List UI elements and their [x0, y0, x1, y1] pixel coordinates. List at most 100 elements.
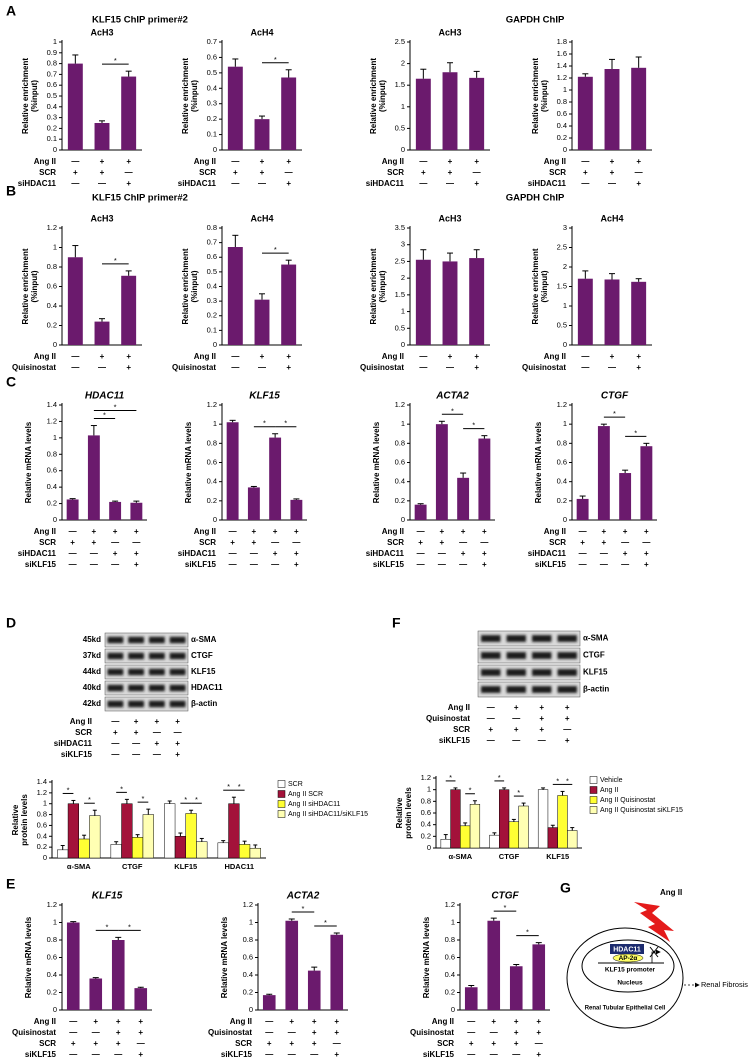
lightning — [634, 902, 674, 942]
legend-swatch — [277, 780, 286, 788]
y-tick-label: 0.3 — [207, 296, 217, 305]
chart-title: AcH3 — [438, 213, 461, 223]
treatment-sign: — — [69, 560, 77, 569]
y-tick-label: 0.8 — [37, 810, 47, 819]
treatment-sign: + — [448, 352, 453, 361]
y-tick-label: 1 — [53, 433, 57, 442]
significance-label: * — [302, 904, 305, 913]
y-tick-label: 3 — [401, 240, 405, 249]
treatment-sign: — — [535, 1039, 543, 1048]
treatment-sign: — — [467, 1050, 475, 1059]
treatment-sign: — — [438, 560, 446, 569]
y-tick-label: 1.2 — [557, 400, 567, 409]
treatment-name: SCR — [549, 168, 566, 177]
bar — [227, 247, 243, 345]
treatment-sign: + — [418, 538, 423, 547]
legend-label: Ang II siHDAC11 — [288, 801, 340, 808]
bar — [518, 805, 529, 849]
treatment-sign: + — [134, 560, 139, 569]
y-axis-label: protein levels — [20, 794, 29, 846]
treatment-sign: — — [69, 1028, 77, 1037]
bar — [509, 966, 523, 1010]
treatment-sign: — — [480, 538, 488, 547]
bar — [489, 834, 500, 849]
treatment-sign: + — [289, 1039, 294, 1048]
bar — [262, 995, 276, 1010]
y-axis-label: (%input) — [190, 80, 199, 112]
x-tick-label: CTGF — [499, 852, 520, 861]
treatment-sign: — — [487, 736, 495, 745]
treatment-sign: — — [265, 1028, 273, 1037]
y-tick-label: 0.4 — [37, 831, 47, 840]
bar — [330, 934, 344, 1010]
y-axis-label: protein levels — [404, 787, 413, 839]
treatment-sign: — — [98, 179, 106, 188]
treatment-sign: — — [419, 363, 427, 372]
treatment-name: Ang II — [382, 352, 404, 361]
y-tick-label: 0 — [213, 515, 217, 524]
treatment-sign: + — [514, 1039, 519, 1048]
y-tick-label: 0 — [401, 515, 405, 524]
y-tick-label: 0.4 — [47, 301, 57, 310]
bar — [249, 847, 261, 859]
bar — [78, 838, 90, 859]
blot-band — [532, 635, 552, 642]
treatment-sign: + — [583, 168, 588, 177]
band-name: β-actin — [191, 699, 217, 708]
chart-title: ACTA2 — [286, 891, 320, 902]
treatment-sign: + — [134, 527, 139, 536]
y-tick-label: 0.8 — [47, 59, 57, 68]
y-tick-label: 0.6 — [207, 457, 217, 466]
y-tick-label: 0.6 — [47, 281, 57, 290]
treatment-sign: — — [642, 538, 650, 547]
treatment-name: Ang II — [34, 352, 56, 361]
treatment-name: Ang II — [194, 527, 216, 536]
y-tick-label: 0.6 — [37, 820, 47, 829]
band-size: 37kd — [83, 651, 101, 660]
y-tick-label: 0.1 — [47, 134, 57, 143]
band-name: CTGF — [583, 651, 605, 660]
treatment-sign: — — [512, 714, 520, 723]
y-tick-label: 2 — [401, 59, 405, 68]
y-axis-label: Relative mRNA levels — [24, 916, 33, 998]
y-tick-label: 0.6 — [47, 952, 57, 961]
blot-band — [107, 700, 124, 708]
y-tick-label: 0 — [53, 340, 57, 349]
bar — [440, 839, 451, 849]
bar — [57, 849, 69, 859]
treatment-sign: + — [482, 549, 487, 558]
treatment-sign: + — [113, 549, 118, 558]
treatment-name: SCR — [437, 1039, 454, 1048]
significance-label: * — [106, 922, 109, 931]
treatment-name: siHDAC11 — [528, 179, 567, 188]
band-name: KLF15 — [191, 667, 216, 676]
blot-band — [148, 668, 165, 676]
bar — [460, 825, 471, 849]
chart-title: ACTA2 — [435, 391, 469, 402]
treatment-sign: + — [260, 168, 265, 177]
treatment-sign: + — [514, 725, 519, 734]
blot-band — [107, 652, 124, 660]
treatment-name: Quisinostat — [12, 363, 56, 372]
treatment-sign: — — [125, 168, 133, 177]
treatment-name: Ang II — [34, 1017, 56, 1026]
bar — [67, 257, 83, 345]
bar — [185, 813, 197, 859]
y-tick-label: 1.4 — [37, 777, 47, 786]
blot-band — [169, 700, 186, 708]
significance-label: * — [504, 903, 507, 912]
bar — [247, 487, 260, 520]
bar — [217, 842, 229, 859]
bar — [281, 77, 297, 150]
y-tick-label: 1 — [53, 917, 57, 926]
treatment-name: siHDAC11 — [178, 549, 217, 558]
blot-strip — [104, 648, 189, 664]
y-tick-label: 0.4 — [207, 477, 217, 486]
treatment-sign: — — [69, 1050, 77, 1059]
treatment-name: Quisinostat — [522, 363, 566, 372]
treatment-sign: — — [419, 352, 427, 361]
treatment-sign: — — [459, 538, 467, 547]
y-tick-label: 0.1 — [207, 325, 217, 334]
y-tick-label: 1.8 — [557, 37, 567, 46]
y-tick-label: 2.5 — [395, 37, 405, 46]
